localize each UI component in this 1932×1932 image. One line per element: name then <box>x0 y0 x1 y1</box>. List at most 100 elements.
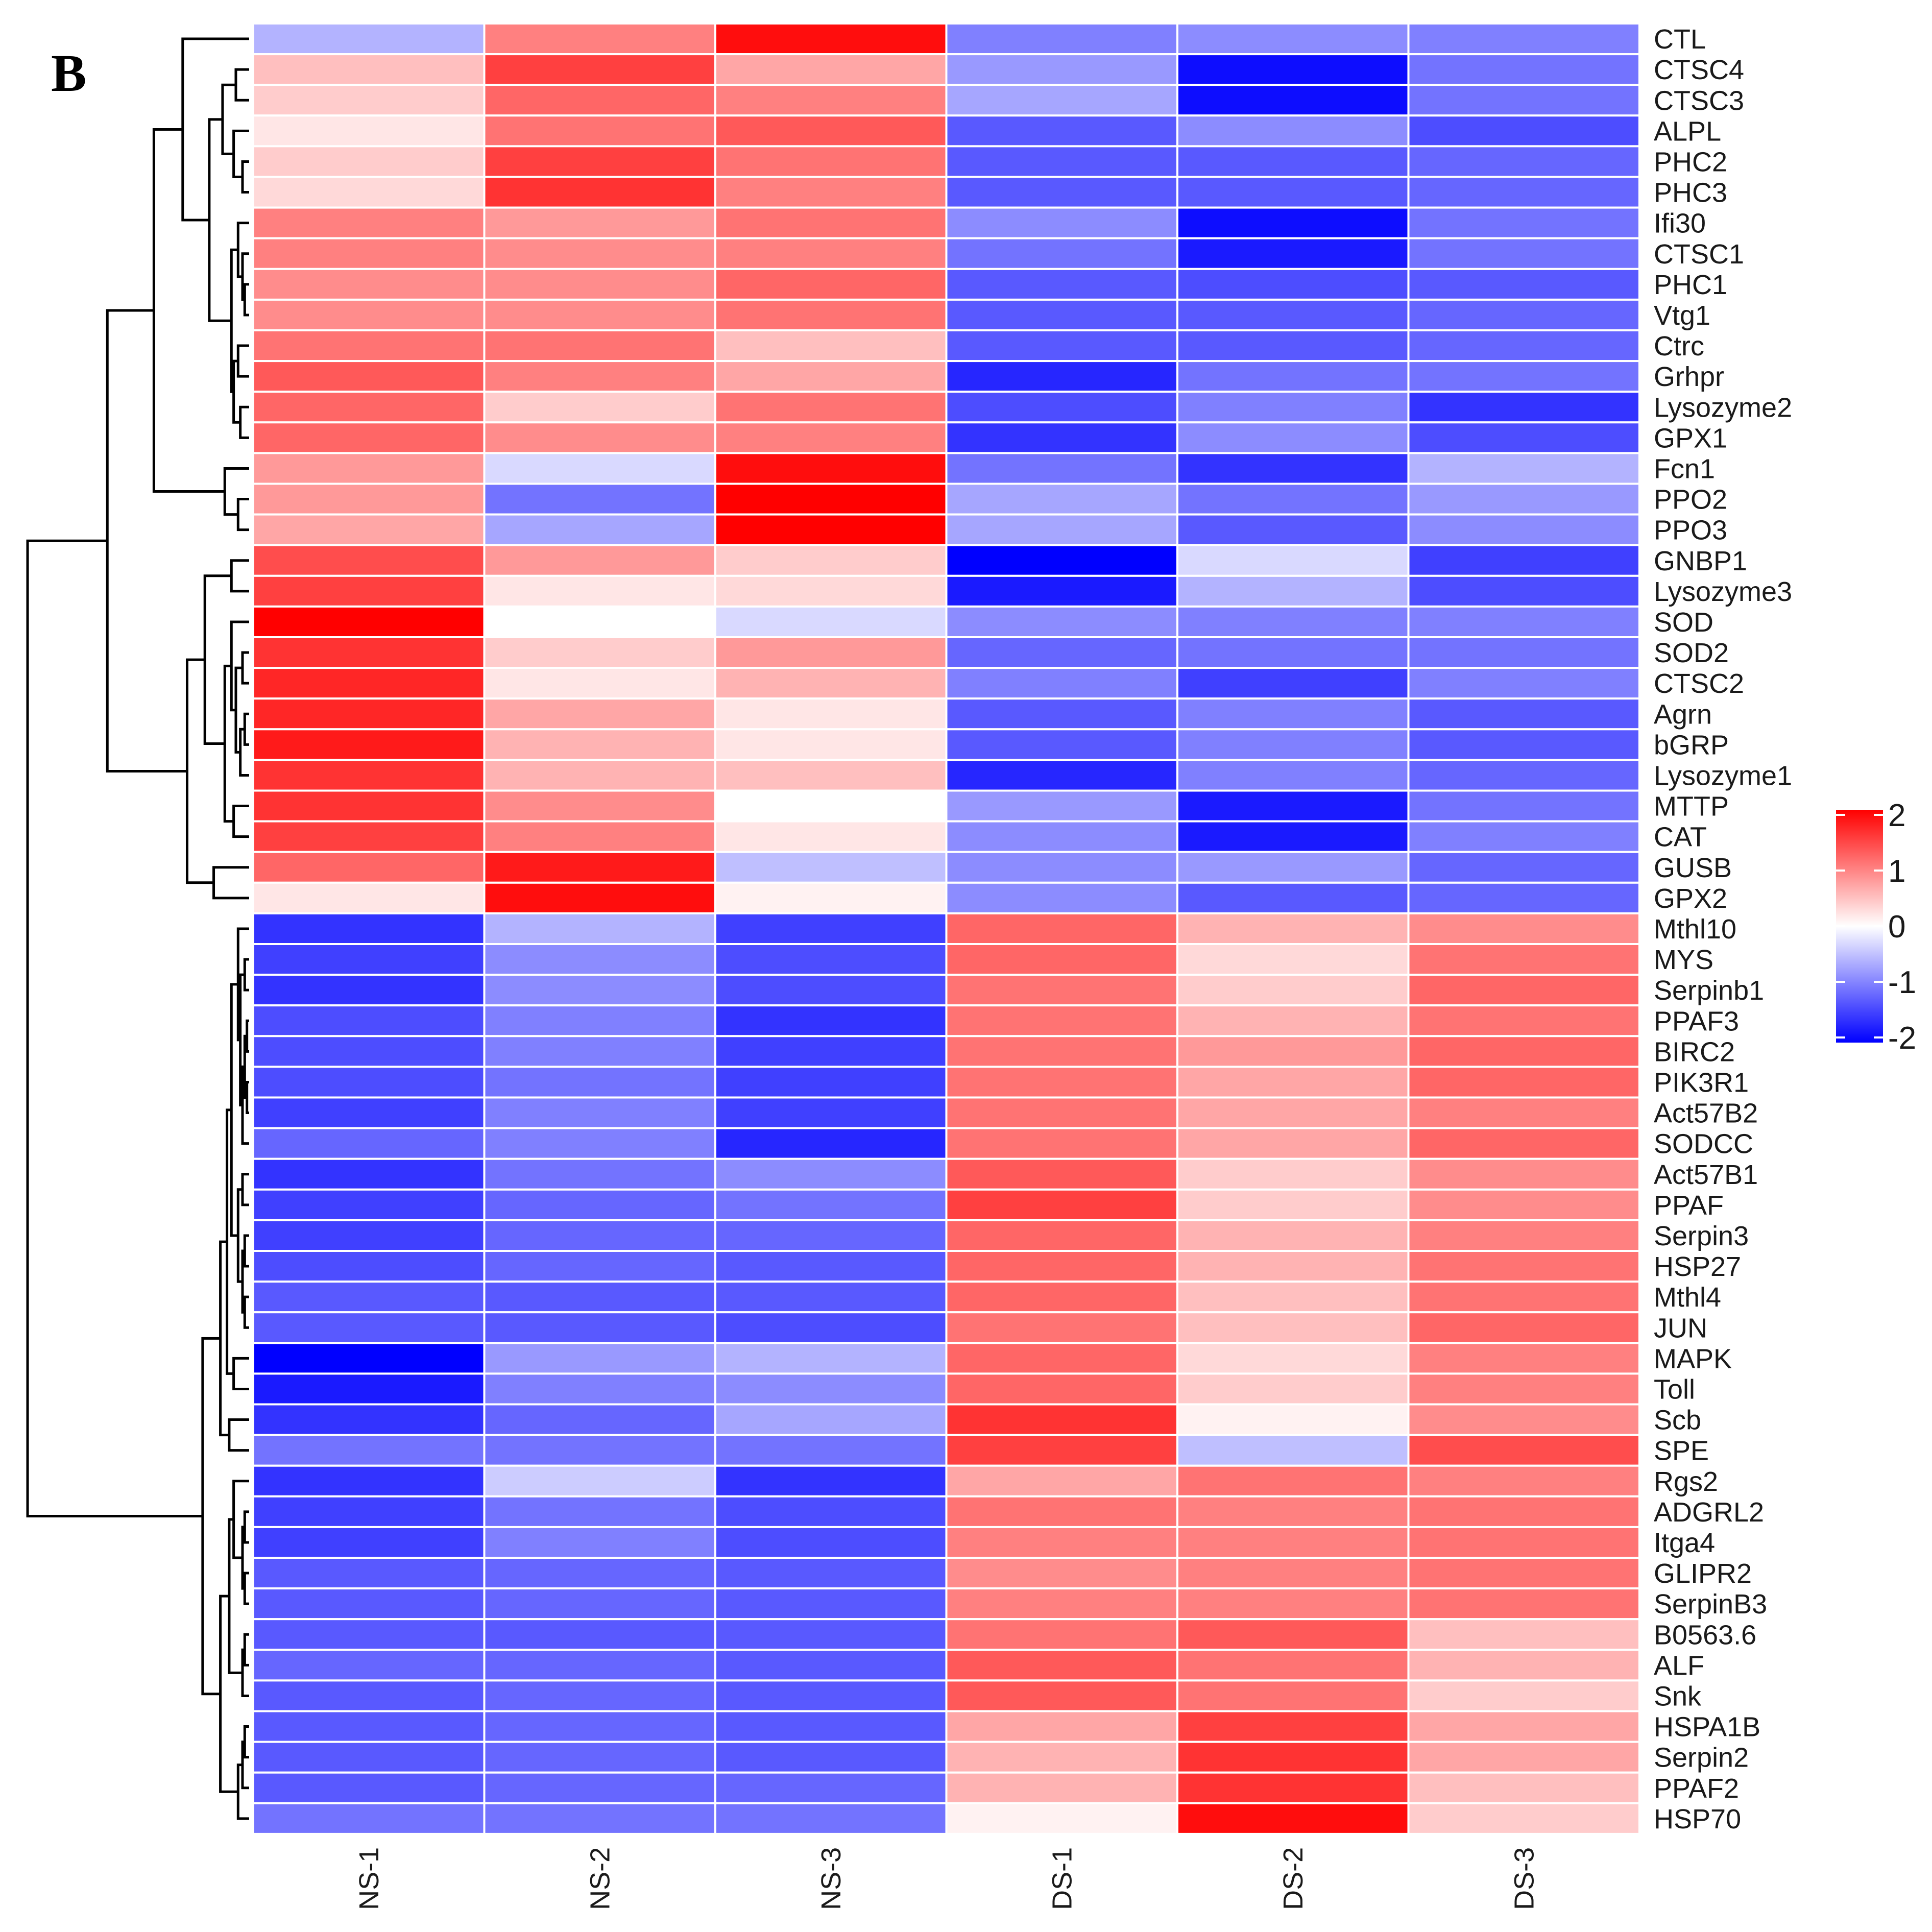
heatmap-cell <box>1407 1035 1640 1068</box>
heatmap-cell <box>483 452 716 485</box>
row-label: HSP27 <box>1654 1251 1741 1282</box>
heatmap-cell <box>1407 605 1640 639</box>
row-label: ALF <box>1654 1650 1704 1681</box>
heatmap-cell <box>714 482 948 516</box>
heatmap-cell <box>714 1188 948 1221</box>
heatmap-cell <box>1407 1802 1640 1835</box>
dendrogram-branch <box>228 1418 249 1452</box>
heatmap-cell <box>483 1250 716 1283</box>
heatmap-cell <box>1176 636 1410 669</box>
heatmap-cell <box>483 513 716 546</box>
heatmap-cell <box>483 1710 716 1743</box>
heatmap-cell <box>714 574 948 608</box>
row-label: PPAF3 <box>1654 1006 1739 1036</box>
heatmap-cell <box>1176 206 1410 239</box>
heatmap-cell <box>945 22 1178 56</box>
heatmap-cell <box>1407 1557 1640 1590</box>
heatmap-cell <box>483 391 716 424</box>
heatmap-cell <box>945 1557 1178 1590</box>
heatmap-cell <box>252 1188 486 1221</box>
heatmap-cell <box>483 943 716 976</box>
heatmap-cell <box>252 759 486 792</box>
heatmap-cell <box>945 268 1178 301</box>
row-label: SPE <box>1654 1436 1709 1466</box>
heatmap-cell <box>1407 1157 1640 1191</box>
heatmap-cell <box>252 53 486 86</box>
heatmap-cell <box>1407 360 1640 393</box>
heatmap-cell <box>252 114 486 148</box>
heatmap-cell <box>1176 329 1410 363</box>
heatmap-cell <box>945 1281 1178 1314</box>
heatmap-cell <box>714 1342 948 1375</box>
heatmap-cell <box>252 605 486 639</box>
heatmap-cell <box>483 1342 716 1375</box>
heatmap-cell <box>945 881 1178 914</box>
heatmap-cell <box>483 1802 716 1835</box>
heatmap-cell <box>714 452 948 485</box>
heatmap-cell <box>945 360 1178 393</box>
dendrogram-branch <box>232 1357 249 1390</box>
row-label: MTTP <box>1654 791 1729 822</box>
heatmap-cell <box>1176 881 1410 914</box>
heatmap-cell <box>945 1188 1178 1221</box>
heatmap-cell <box>714 851 948 884</box>
heatmap-cell <box>1407 176 1640 209</box>
heatmap-cell <box>945 1250 1178 1283</box>
dendrogram-branch <box>243 1234 249 1268</box>
heatmap-cell <box>252 789 486 823</box>
heatmap-cell <box>945 1096 1178 1129</box>
heatmap-cell <box>945 84 1178 117</box>
heatmap-cell <box>1176 1710 1410 1743</box>
heatmap-cell <box>714 114 948 148</box>
heatmap-cell <box>1176 53 1410 86</box>
heatmap-cell <box>945 1587 1178 1621</box>
heatmap-cell <box>945 1649 1178 1682</box>
heatmap-cell <box>483 84 716 117</box>
heatmap-cell <box>945 789 1178 823</box>
row-label: SODCC <box>1654 1129 1753 1160</box>
heatmap-cell <box>252 145 486 178</box>
heatmap-cell <box>714 298 948 332</box>
heatmap-cell <box>1176 237 1410 270</box>
heatmap-cell <box>1176 1802 1410 1835</box>
heatmap-cell <box>252 1802 486 1835</box>
heatmap-cell <box>714 1096 948 1129</box>
heatmap-cell <box>714 1035 948 1068</box>
heatmap-cell <box>1176 820 1410 853</box>
heatmap-cell <box>483 1771 716 1804</box>
heatmap-cell <box>1176 1679 1410 1712</box>
row-label: SerpinB3 <box>1654 1589 1767 1620</box>
heatmap-cell <box>483 1403 716 1436</box>
heatmap-cell <box>1176 84 1410 117</box>
heatmap-cell <box>714 145 948 178</box>
heatmap-cell <box>252 1096 486 1129</box>
heatmap-cell <box>483 1311 716 1344</box>
panel-label: B <box>51 44 86 103</box>
heatmap-cell <box>945 820 1178 853</box>
heatmap-cell <box>714 1157 948 1191</box>
heatmap-cell <box>714 206 948 239</box>
heatmap-cell <box>483 605 716 639</box>
heatmap-cell <box>714 1004 948 1037</box>
heatmap-cell <box>1407 1188 1640 1221</box>
heatmap-cell <box>714 1557 948 1590</box>
row-label: Ctrc <box>1654 331 1704 361</box>
heatmap-cell <box>483 851 716 884</box>
heatmap-cell <box>483 728 716 761</box>
heatmap-cell <box>252 1157 486 1191</box>
heatmap-cell <box>945 667 1178 700</box>
heatmap-cell <box>714 1649 948 1682</box>
heatmap-cell <box>1407 1372 1640 1406</box>
dendrogram-branch <box>236 344 249 378</box>
heatmap-cell <box>1176 697 1410 731</box>
heatmap-cell <box>1176 268 1410 301</box>
row-label: PIK3R1 <box>1654 1067 1749 1098</box>
dendrogram-branch <box>243 712 249 746</box>
heatmap-cell <box>714 391 948 424</box>
heatmap-cell <box>1176 605 1410 639</box>
column-label: DS-3 <box>1509 1847 1540 1910</box>
heatmap-cell <box>1407 1710 1640 1743</box>
heatmap-cell <box>714 667 948 700</box>
heatmap-cell <box>1176 1771 1410 1804</box>
heatmap-cell <box>252 513 486 546</box>
